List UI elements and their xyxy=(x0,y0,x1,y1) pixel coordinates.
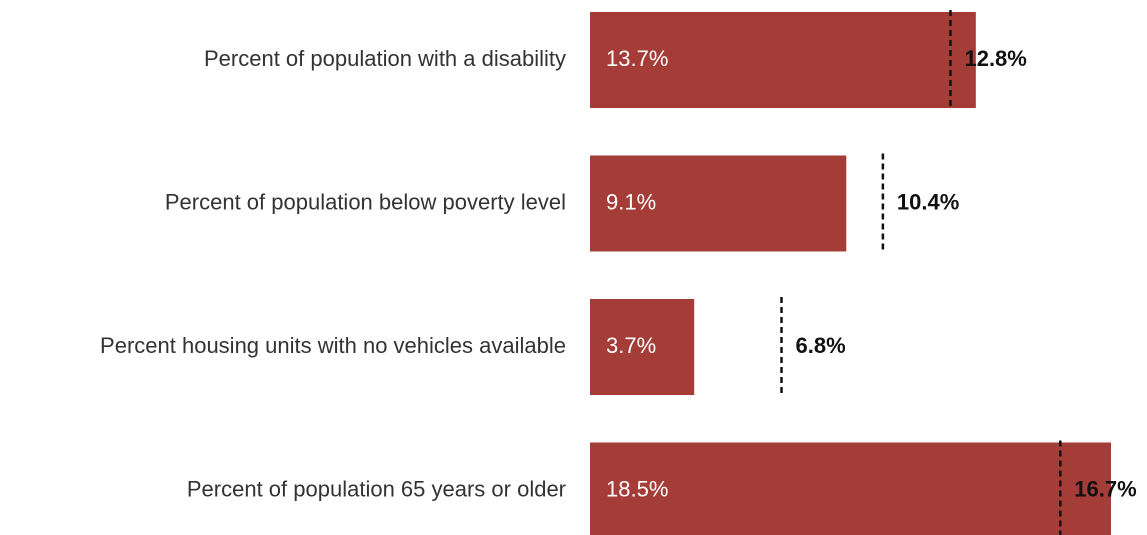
chart-rows: Percent of population with a disability 1… xyxy=(100,10,1137,535)
category-label: Percent housing units with no vehicles a… xyxy=(100,333,566,358)
category-label: Percent of population with a disability xyxy=(204,46,566,71)
bar-value-label: 18.5% xyxy=(606,476,668,501)
reference-value-label: 10.4% xyxy=(897,189,959,214)
bar xyxy=(590,155,847,252)
category-label: Percent of population below poverty leve… xyxy=(165,189,566,214)
reference-value-label: 16.7% xyxy=(1074,476,1136,501)
bar xyxy=(590,12,976,108)
bar-value-label: 9.1% xyxy=(606,189,656,214)
bar xyxy=(590,442,1111,535)
bar-value-label: 13.7% xyxy=(606,46,668,71)
reference-value-label: 12.8% xyxy=(964,46,1026,71)
category-label: Percent of population 65 years or older xyxy=(187,476,566,501)
bar xyxy=(590,299,695,395)
bar-value-label: 3.7% xyxy=(606,333,656,358)
reference-value-label: 6.8% xyxy=(796,333,846,358)
